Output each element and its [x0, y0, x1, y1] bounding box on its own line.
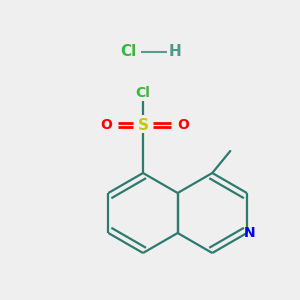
Text: Cl: Cl	[136, 86, 150, 100]
Text: H: H	[169, 44, 182, 59]
Text: O: O	[100, 118, 112, 132]
Text: S: S	[137, 118, 148, 133]
Text: Cl: Cl	[120, 44, 136, 59]
Text: O: O	[177, 118, 189, 132]
Text: N: N	[244, 226, 256, 240]
